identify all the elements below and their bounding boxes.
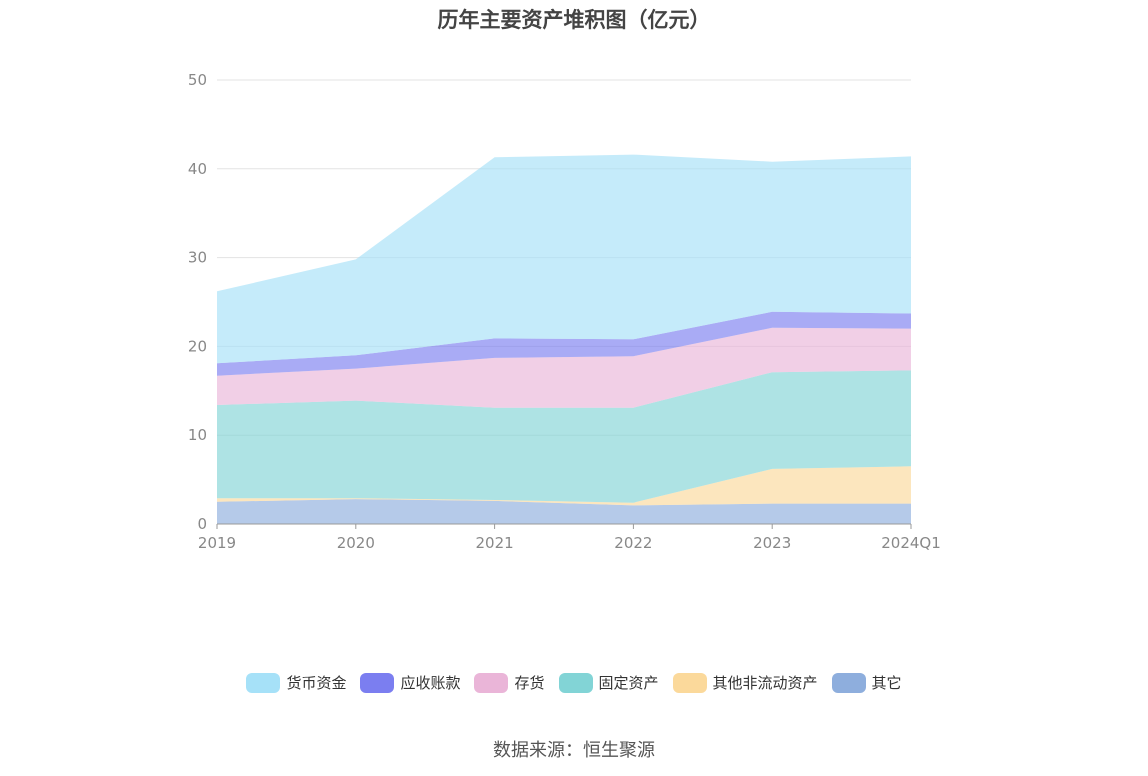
legend-item-inventory[interactable]: 存货	[474, 672, 545, 693]
legend-label: 固定资产	[598, 674, 659, 692]
legend-swatch	[474, 672, 509, 693]
area-series	[217, 311, 911, 376]
y-tick-label: 40	[188, 160, 207, 178]
area-series	[217, 466, 911, 506]
legend: 货币资金 应收账款 存货 固定资产 其他非流动资产 其它	[0, 672, 1148, 693]
legend-swatch	[558, 672, 593, 693]
x-tick-label: 2022	[614, 534, 652, 552]
legend-item-fixed-assets[interactable]: 固定资产	[558, 672, 659, 693]
legend-item-other[interactable]: 其它	[831, 672, 902, 693]
legend-label: 货币资金	[286, 674, 347, 692]
legend-label: 其它	[871, 674, 902, 692]
x-tick-label: 2023	[753, 534, 791, 552]
legend-item-receivables[interactable]: 应收账款	[360, 672, 460, 693]
y-tick-label: 20	[188, 337, 207, 355]
x-tick-label: 2019	[198, 534, 236, 552]
legend-item-cash[interactable]: 货币资金	[246, 672, 346, 693]
legend-swatch	[672, 672, 707, 693]
area-series	[217, 327, 911, 408]
x-tick-label: 2021	[476, 534, 514, 552]
area-series	[217, 370, 911, 503]
y-tick-label: 0	[197, 515, 207, 533]
area-series	[217, 154, 911, 364]
y-tick-label: 30	[188, 249, 207, 267]
area-series	[217, 499, 911, 524]
legend-label: 其他非流动资产	[712, 674, 818, 692]
x-tick-label: 2024Q1	[881, 534, 941, 552]
legend-label: 存货	[514, 674, 545, 692]
legend-swatch	[360, 672, 395, 693]
x-tick-label: 2020	[337, 534, 375, 552]
data-source: 数据来源：恒生聚源	[493, 740, 655, 761]
legend-swatch	[246, 672, 281, 693]
y-tick-label: 10	[188, 426, 207, 444]
legend-label: 应收账款	[400, 674, 461, 692]
legend-item-other-noncurrent[interactable]: 其他非流动资产	[672, 672, 818, 693]
y-tick-label: 50	[188, 71, 207, 89]
chart-title: 历年主要资产堆积图（亿元）	[437, 8, 711, 32]
legend-swatch	[831, 672, 866, 693]
